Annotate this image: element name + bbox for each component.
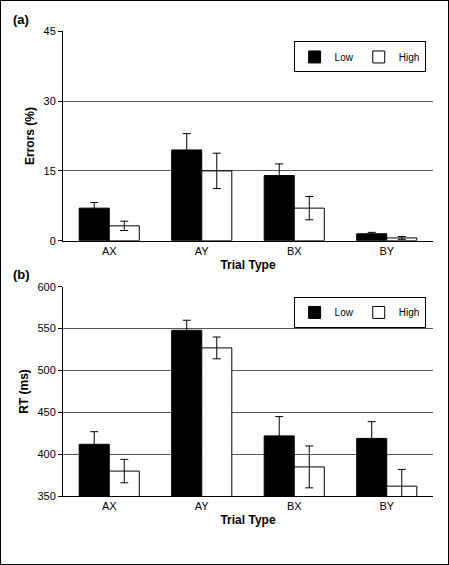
svg-text:Low: Low [335, 52, 354, 63]
svg-text:450: 450 [37, 406, 55, 418]
svg-text:High: High [399, 52, 420, 63]
svg-text:30: 30 [44, 95, 56, 107]
svg-text:BX: BX [287, 500, 302, 512]
svg-text:15: 15 [44, 165, 56, 177]
svg-text:AX: AX [102, 500, 117, 512]
svg-text:500: 500 [37, 364, 55, 376]
svg-text:Trial Type: Trial Type [220, 513, 275, 527]
svg-text:550: 550 [37, 322, 55, 334]
svg-text:BY: BY [379, 500, 394, 512]
svg-text:BY: BY [379, 245, 394, 257]
svg-text:600: 600 [37, 281, 55, 293]
svg-text:RT (ms): RT (ms) [17, 369, 31, 414]
svg-text:Trial Type: Trial Type [220, 258, 275, 272]
svg-text:AX: AX [102, 245, 117, 257]
svg-text:Low: Low [335, 307, 354, 318]
svg-text:45: 45 [44, 25, 56, 37]
svg-text:350: 350 [37, 490, 55, 502]
svg-text:Errors (%): Errors (%) [23, 107, 37, 165]
svg-text:AY: AY [195, 245, 210, 257]
svg-text:High: High [399, 307, 420, 318]
svg-text:0: 0 [50, 235, 56, 247]
svg-text:AY: AY [195, 500, 210, 512]
svg-text:BX: BX [287, 245, 302, 257]
svg-text:(a): (a) [13, 12, 29, 27]
svg-text:400: 400 [37, 448, 55, 460]
svg-text:(b): (b) [13, 267, 30, 282]
